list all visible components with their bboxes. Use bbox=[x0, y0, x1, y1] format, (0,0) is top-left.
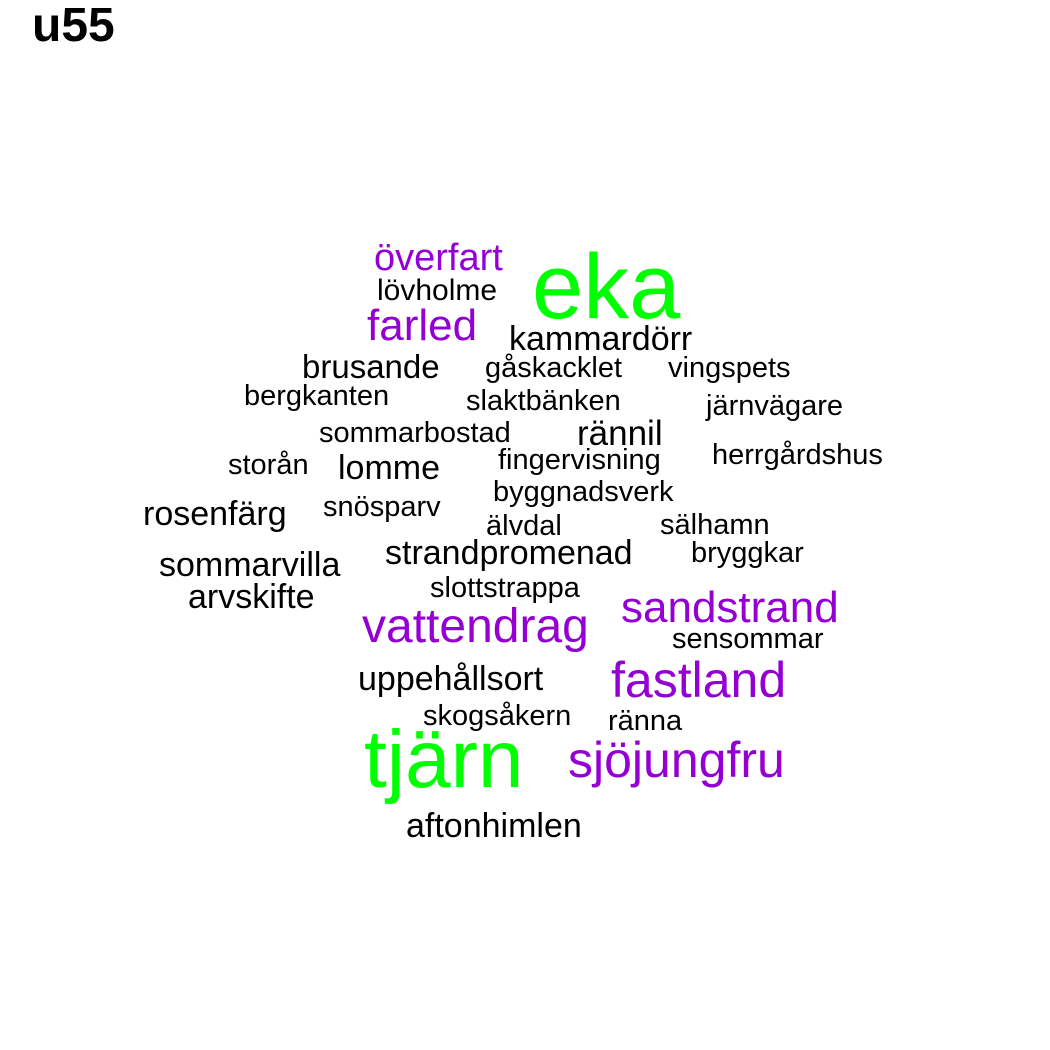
cloud-word: slottstrappa bbox=[430, 572, 580, 604]
cloud-word: kammardörr bbox=[509, 320, 693, 358]
cloud-word: vingspets bbox=[668, 352, 791, 384]
cloud-word: överfart bbox=[374, 237, 503, 279]
cloud-word: arvskifte bbox=[188, 578, 315, 616]
cloud-word: gåskacklet bbox=[485, 352, 623, 384]
cloud-word: tjärn bbox=[364, 714, 524, 805]
cloud-word: sjöjungfru bbox=[568, 732, 785, 788]
cloud-word: brusande bbox=[302, 348, 440, 385]
cloud-word: sommarvilla bbox=[159, 546, 341, 584]
cloud-word: fingervisning bbox=[498, 444, 661, 476]
cloud-word: bergkanten bbox=[244, 380, 390, 412]
cloud-word: lomme bbox=[338, 449, 441, 487]
cloud-word: fastland bbox=[611, 652, 787, 708]
cloud-word: vattendrag bbox=[362, 600, 589, 653]
cloud-word: rännil bbox=[577, 414, 663, 453]
cloud-word: sommarbostad bbox=[319, 417, 511, 449]
cloud-word: sandstrand bbox=[621, 583, 839, 632]
cloud-word: sensommar bbox=[672, 623, 824, 655]
cloud-word: byggnadsverk bbox=[493, 476, 674, 508]
cloud-word: farled bbox=[367, 301, 478, 350]
cloud-word: skogsåkern bbox=[423, 700, 572, 732]
cloud-word: rosenfärg bbox=[143, 495, 287, 533]
cloud-word: bryggkar bbox=[691, 537, 804, 569]
cloud-word: storån bbox=[228, 449, 309, 481]
cloud-word: slaktbänken bbox=[466, 385, 621, 417]
cloud-word: lövholme bbox=[377, 274, 498, 307]
cloud-word: älvdal bbox=[486, 510, 562, 542]
cloud-word: järnvägare bbox=[706, 390, 844, 422]
cloud-word: snösparv bbox=[323, 491, 441, 523]
cloud-title: u55 bbox=[32, 0, 115, 52]
cloud-word: herrgårdshus bbox=[712, 439, 883, 471]
cloud-word: uppehållsort bbox=[358, 660, 544, 698]
cloud-word: ränna bbox=[608, 705, 683, 737]
cloud-word: strandpromenad bbox=[385, 534, 633, 572]
cloud-word: sälhamn bbox=[660, 509, 770, 541]
cloud-word: eka bbox=[532, 236, 681, 338]
cloud-word: aftonhimlen bbox=[406, 807, 582, 845]
